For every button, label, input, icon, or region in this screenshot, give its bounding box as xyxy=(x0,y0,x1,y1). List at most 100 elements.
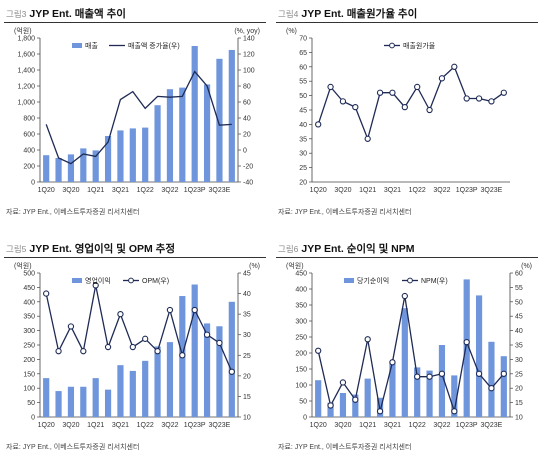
bar xyxy=(475,295,483,417)
source-note: 자료: JYP Ent., 이베스트투자증권 리서치센터 xyxy=(6,444,140,451)
y-tick-label: 55 xyxy=(299,79,307,86)
line-point xyxy=(142,335,149,342)
x-tick-label: 3Q21 xyxy=(384,187,401,194)
y2-axis-unit: (%) xyxy=(521,263,532,270)
line-point xyxy=(414,373,421,380)
cost-ratio-chart: 20 25 30 35 40 45 50 55 60 65 70(%) 1Q20 3Q20 1Q21 3Q2… xyxy=(286,28,510,194)
x-tick-label: 1Q21 xyxy=(359,422,376,429)
x-tick-label: 3Q22 xyxy=(433,422,450,429)
x-tick-label: 1Q20 xyxy=(310,187,327,194)
bar xyxy=(228,50,235,182)
line-point xyxy=(401,292,408,300)
bar xyxy=(55,158,62,182)
y2-tick-label: 0 xyxy=(243,148,247,155)
y-tick-label: 350 xyxy=(295,303,307,310)
y2-tick-label: 35 xyxy=(515,343,523,350)
bar xyxy=(142,127,149,182)
bar xyxy=(55,391,62,417)
y2-tick-label: 80 xyxy=(243,84,251,91)
line-point xyxy=(376,89,384,96)
line-point xyxy=(451,63,458,70)
y-tick-label: 0 xyxy=(31,415,35,422)
bar xyxy=(129,370,136,417)
revenue-chart-panel: 그림3 JYP Ent. 매출액 추이 0 200 400 600 800 1,000 1,2… xyxy=(4,2,266,228)
legend-label: 당기순이익 xyxy=(357,276,389,285)
y-tick-label: 1,200 xyxy=(17,84,35,91)
y-tick-label: 0 xyxy=(31,180,35,187)
x-tick-label: 3Q21 xyxy=(112,187,129,194)
line-point xyxy=(451,408,458,415)
bar xyxy=(80,148,87,182)
bar xyxy=(154,346,161,417)
chart-title-text: JYP Ent. 순이익 및 NPM xyxy=(301,243,415,255)
legend-marker xyxy=(128,277,134,284)
source-note: 자료: JYP Ent., 이베스트투자증권 리서치센터 xyxy=(278,444,412,451)
y2-tick-label: 35 xyxy=(243,312,251,319)
bar xyxy=(315,380,322,417)
chart-title-text: JYP Ent. 매출원가율 추이 xyxy=(301,8,418,20)
line-point xyxy=(315,121,322,128)
x-tick-label: 3Q23E xyxy=(481,187,503,194)
bar xyxy=(179,87,186,182)
bar xyxy=(203,84,211,182)
line-point xyxy=(129,343,136,351)
y-tick-label: 40 xyxy=(299,122,307,129)
line-point xyxy=(475,370,483,377)
line-point xyxy=(67,323,75,330)
x-tick-label: 3Q20 xyxy=(334,187,351,194)
chart-title: 그림6 JYP Ent. 순이익 및 NPM xyxy=(278,241,415,256)
y-tick-label: 400 xyxy=(23,299,35,306)
bar xyxy=(191,284,198,417)
line-point xyxy=(389,89,396,96)
series-line xyxy=(317,65,505,141)
line-point xyxy=(389,359,396,366)
y2-tick-label: 55 xyxy=(515,285,523,292)
y-tick-label: 50 xyxy=(299,93,307,100)
y2-tick-label: 20 xyxy=(243,132,251,139)
y2-tick-label: 30 xyxy=(243,332,251,339)
title-rule xyxy=(4,22,266,23)
operating-profit-chart-panel: 그림5 JYP Ent. 영업이익 및 OPM 추정 0 50 100 150 200 25… xyxy=(4,237,266,463)
line-point xyxy=(327,402,334,409)
y-tick-label: 200 xyxy=(23,357,35,364)
x-tick-label: 3Q23E xyxy=(209,187,231,194)
chart-title-text: JYP Ent. 매출액 추이 xyxy=(29,8,126,20)
y-tick-label: 70 xyxy=(299,36,307,43)
y-tick-label: 1,400 xyxy=(17,68,35,75)
y2-axis-unit: (%, yoy) xyxy=(234,28,260,35)
bar xyxy=(488,341,495,417)
bar xyxy=(117,365,124,417)
x-tick-label: 3Q20 xyxy=(334,422,351,429)
title-rule xyxy=(276,257,538,258)
bar xyxy=(500,356,507,417)
line-point xyxy=(43,290,50,297)
bar xyxy=(80,386,87,417)
legend-label: 매출 xyxy=(85,41,98,50)
y2-tick-label: 25 xyxy=(515,371,523,378)
bar xyxy=(401,308,408,417)
y2-tick-label: 120 xyxy=(243,52,255,59)
y2-tick-label: 15 xyxy=(515,400,523,407)
bar xyxy=(216,58,223,182)
chart-title: 그림3 JYP Ent. 매출액 추이 xyxy=(6,6,126,21)
bar xyxy=(216,326,223,417)
y-tick-label: 200 xyxy=(295,351,307,358)
legend-marker xyxy=(407,277,413,284)
y2-tick-label: 40 xyxy=(243,291,251,298)
x-tick-label: 1Q23P xyxy=(456,187,478,194)
bar xyxy=(166,342,174,417)
legend-label: NPM(우) xyxy=(421,277,448,285)
legend-swatch xyxy=(72,278,82,283)
bar xyxy=(414,367,421,417)
y-tick-label: 350 xyxy=(23,314,35,321)
y-tick-label: 200 xyxy=(23,164,35,171)
line-point xyxy=(104,343,112,351)
legend-swatch xyxy=(72,43,82,48)
y-tick-label: 45 xyxy=(299,108,307,115)
y-tick-label: 100 xyxy=(295,383,307,390)
line-point xyxy=(364,336,371,343)
y-tick-label: 65 xyxy=(299,50,307,57)
y-tick-label: 400 xyxy=(23,148,35,155)
x-tick-label: 1Q23P xyxy=(456,422,478,429)
x-tick-label: 1Q22 xyxy=(409,187,426,194)
